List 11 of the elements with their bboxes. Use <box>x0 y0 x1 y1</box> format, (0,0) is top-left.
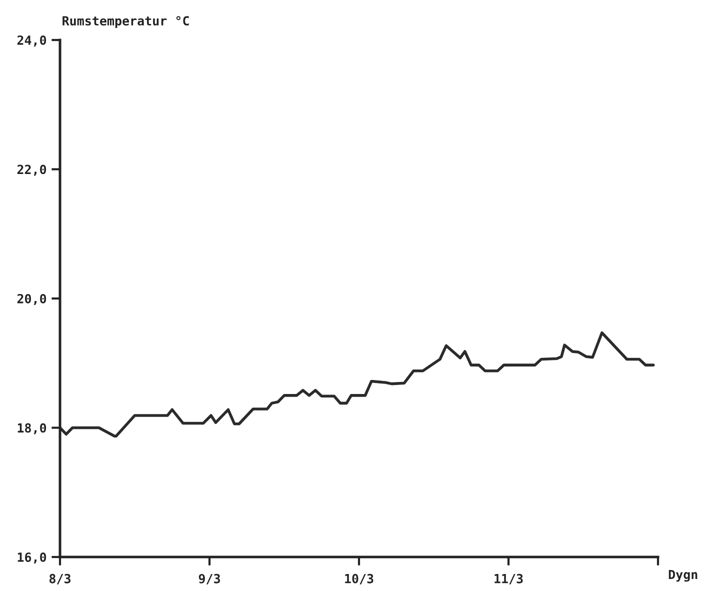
x-tick-label: 11/3 <box>494 574 523 584</box>
y-tick-label: 16,0 <box>18 552 46 564</box>
y-tick-label: 20,0 <box>17 294 46 305</box>
x-tick-label: 10/3 <box>345 574 374 584</box>
y-axis-title: Rumstemperatur °C <box>62 16 189 28</box>
y-tick-label: 22,0 <box>17 164 46 176</box>
x-tick-label: 9/3 <box>198 574 220 584</box>
y-tick-label: 18,0 <box>18 423 46 434</box>
x-tick-label: 8/3 <box>50 574 70 584</box>
y-tick-label: 24,0 <box>17 35 46 46</box>
x-axis-title: Dygn <box>668 570 698 582</box>
